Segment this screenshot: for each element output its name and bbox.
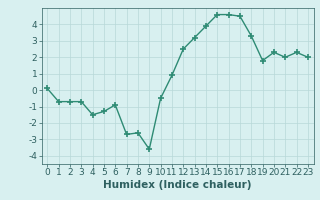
X-axis label: Humidex (Indice chaleur): Humidex (Indice chaleur) <box>103 180 252 190</box>
